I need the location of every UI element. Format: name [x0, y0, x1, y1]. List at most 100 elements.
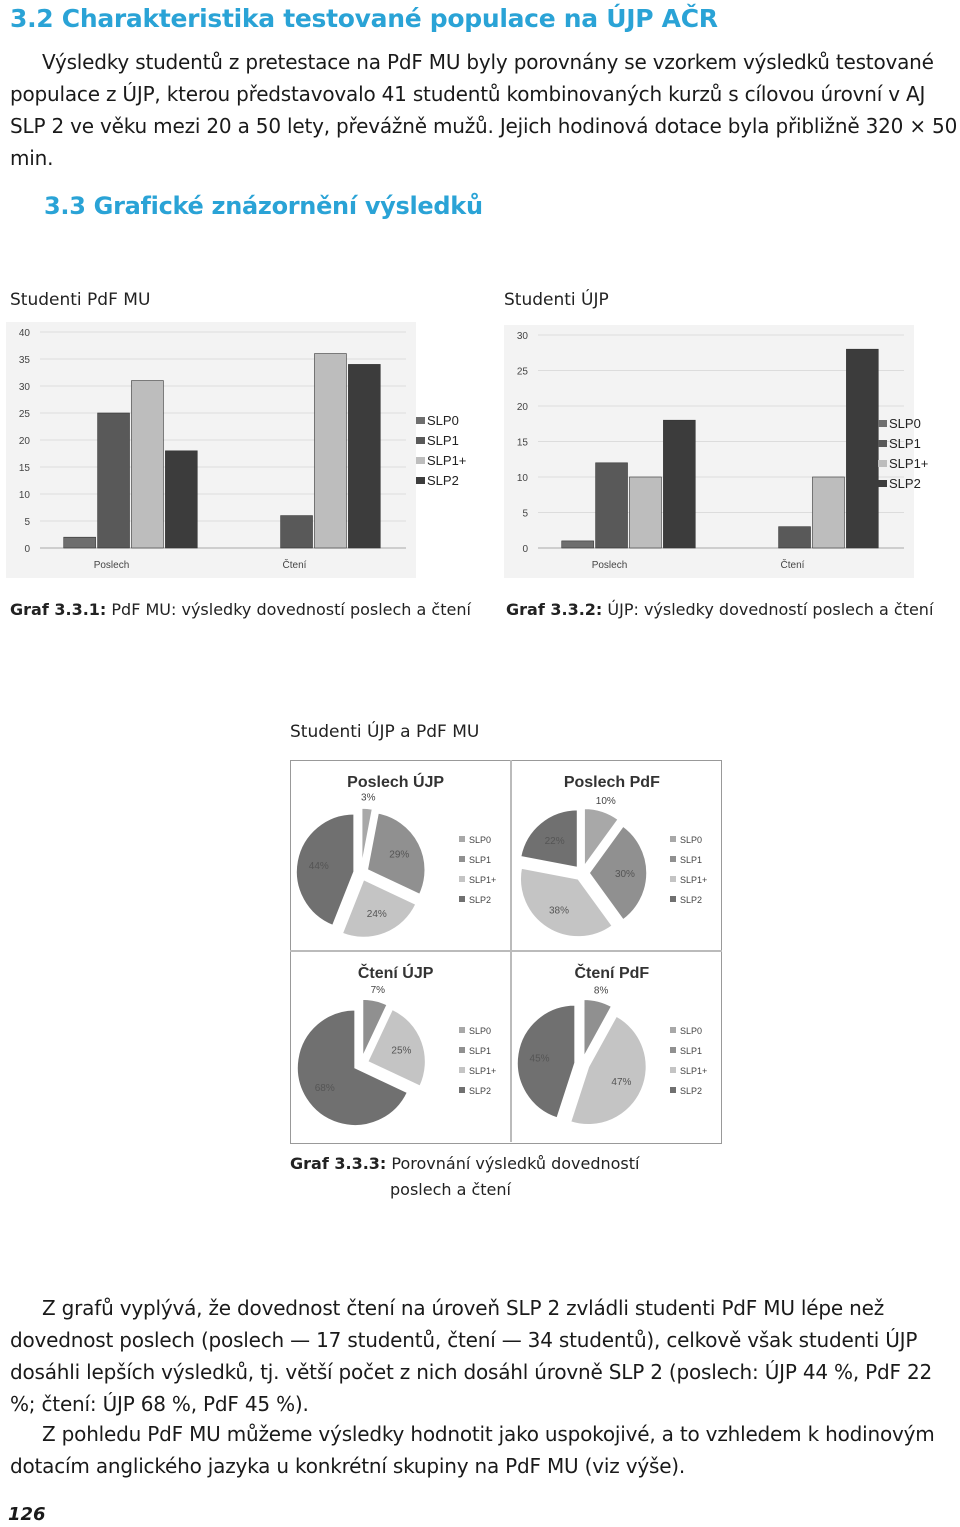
- y-tick-label: 30: [517, 331, 529, 342]
- pie-poslech-pdf: Poslech PdF 10% 30% 38% 22% SLP0 SLP1 SLP1+ SLP2: [519, 774, 707, 938]
- bar-slp1: [280, 515, 313, 549]
- pie-caption: Graf 3.3.3: Porovnání výsledků dovednost…: [290, 1154, 639, 1173]
- plot-background: [504, 325, 914, 578]
- y-tick-label: 5: [522, 509, 528, 520]
- page-number: 126: [8, 1504, 46, 1525]
- chart1-caption-text: PdF MU: výsledky dovedností poslech a čt…: [106, 600, 471, 619]
- bar-slp0: [63, 536, 96, 549]
- pie-data-label: 24%: [367, 909, 387, 920]
- legend-label: SLP1+: [427, 453, 466, 468]
- pie-slice-slp1plus: [569, 1014, 648, 1126]
- legend-swatch: [459, 876, 465, 882]
- y-tick-label: 40: [19, 328, 31, 339]
- plot-background: [6, 322, 416, 578]
- pie-cteni-pdf: Čtení PdF 8% 47% 45% SLP0 SLP1 SLP1+ SLP2: [516, 963, 707, 1126]
- pie-data-label: 44%: [309, 861, 329, 872]
- bar-slp1: [97, 412, 130, 549]
- legend-label: SLP0: [427, 413, 459, 428]
- y-tick-label: 10: [517, 473, 529, 484]
- chart2-caption-text: ÚJP: výsledky dovedností poslech a čtení: [602, 600, 934, 619]
- pie-title: Poslech ÚJP: [347, 772, 444, 791]
- pie-data-label: 7%: [371, 985, 386, 996]
- y-tick-label: 5: [24, 517, 30, 528]
- legend-swatch: [878, 460, 887, 467]
- pie-title: Čtení ÚJP: [358, 963, 434, 982]
- y-tick-label: 0: [522, 544, 528, 555]
- pie-slice-slp2: [519, 808, 579, 869]
- pie-slice-slp1plus: [366, 1008, 427, 1088]
- x-tick-label: Čtení: [781, 558, 805, 571]
- pie-slice-slp2: [516, 1004, 576, 1120]
- bar-slp2: [846, 348, 879, 549]
- bar-slp1: [595, 462, 628, 549]
- bar-slp1: [778, 526, 811, 549]
- bar-chart-pdf-mu: 0 5 10 15 20 25 30 35 40 Poslech Čtení SLP0 SLP1 SLP1…: [6, 322, 466, 578]
- pie-caption-line2: poslech a čtení: [390, 1180, 511, 1199]
- bar-slp1plus: [131, 380, 164, 549]
- bar-slp1plus: [314, 353, 347, 549]
- pie-caption-text: Porovnání výsledků dovedností: [386, 1154, 640, 1173]
- y-tick-label: 20: [19, 436, 31, 447]
- pie-title: Poslech PdF: [564, 774, 660, 791]
- pie-data-label: 10%: [596, 796, 616, 807]
- legend-label: SLP0: [889, 416, 921, 431]
- y-tick-label: 25: [19, 409, 31, 420]
- section-title: 3.2 Charakteristika testované populace n…: [10, 4, 718, 33]
- legend-label: SLP1: [680, 1046, 702, 1056]
- bar-slp1plus: [629, 476, 662, 549]
- pie-caption-prefix: Graf 3.3.3:: [290, 1154, 387, 1173]
- bar-slp2: [348, 364, 381, 549]
- chart2-subtitle: Studenti ÚJP: [504, 290, 609, 310]
- legend-label: SLP1+: [469, 875, 496, 885]
- legend-swatch: [878, 480, 887, 487]
- legend-swatch: [459, 856, 465, 862]
- legend-swatch: [459, 1087, 465, 1093]
- pie-slice-slp1plus: [341, 878, 418, 939]
- legend-label: SLP1+: [469, 1066, 496, 1076]
- pie-slice-slp1: [366, 811, 426, 896]
- x-tick-label: Čtení: [283, 558, 307, 571]
- y-tick-label: 30: [19, 382, 31, 393]
- pie-data-label: 22%: [545, 836, 565, 847]
- legend-label: SLP0: [469, 835, 491, 845]
- legend-label: SLP2: [680, 1086, 702, 1096]
- legend-swatch: [670, 1047, 676, 1053]
- bar-chart-ujp: 0 5 10 15 20 25 30 Poslech Čtení SLP0 SLP1 SLP1+ SLP…: [504, 325, 928, 578]
- legend-swatch: [416, 417, 425, 424]
- legend-label: SLP1+: [889, 456, 928, 471]
- bar-slp2: [165, 450, 198, 549]
- legend-label: SLP2: [889, 476, 921, 491]
- legend-swatch: [459, 1027, 465, 1033]
- legend-swatch: [878, 420, 887, 427]
- y-tick-label: 0: [24, 544, 30, 555]
- legend-label: SLP1+: [680, 875, 707, 885]
- bar-slp2: [663, 419, 696, 549]
- legend-swatch: [670, 856, 676, 862]
- legend-label: SLP0: [469, 1026, 491, 1036]
- y-tick-label: 15: [19, 463, 31, 474]
- pie-data-label: 25%: [391, 1045, 411, 1056]
- pie-group-subtitle: Studenti ÚJP a PdF MU: [290, 722, 480, 742]
- y-tick-label: 25: [517, 367, 529, 378]
- legend-swatch: [670, 896, 676, 902]
- chart2-caption: Graf 3.3.2: ÚJP: výsledky dovedností pos…: [506, 600, 933, 619]
- legend-label: SLP2: [427, 473, 459, 488]
- legend-swatch: [670, 1087, 676, 1093]
- legend-swatch: [459, 836, 465, 842]
- legend-label: SLP1: [469, 1046, 491, 1056]
- pie-data-label: 38%: [549, 905, 569, 916]
- pie-data-label: 29%: [389, 849, 409, 860]
- chart1-subtitle: Studenti PdF MU: [10, 290, 151, 310]
- y-tick-label: 35: [19, 355, 31, 366]
- pie-slice-slp1: [361, 998, 389, 1058]
- legend-swatch: [670, 1027, 676, 1033]
- pie-data-label: 3%: [361, 792, 376, 803]
- pie-title: Čtení PdF: [575, 963, 650, 982]
- x-tick-label: Poslech: [94, 560, 130, 571]
- conclusion-paragraph-2: Z pohledu PdF MU můžeme výsledky hodnoti…: [10, 1422, 935, 1478]
- subsection-title: 3.3 Grafické znázornění výsledků: [44, 192, 483, 220]
- chart1-caption: Graf 3.3.1: PdF MU: výsledky dovedností …: [10, 600, 471, 619]
- pie-slice-slp1plus: [519, 867, 614, 938]
- legend-label: SLP0: [680, 835, 702, 845]
- pie-slice-slp1: [588, 825, 648, 921]
